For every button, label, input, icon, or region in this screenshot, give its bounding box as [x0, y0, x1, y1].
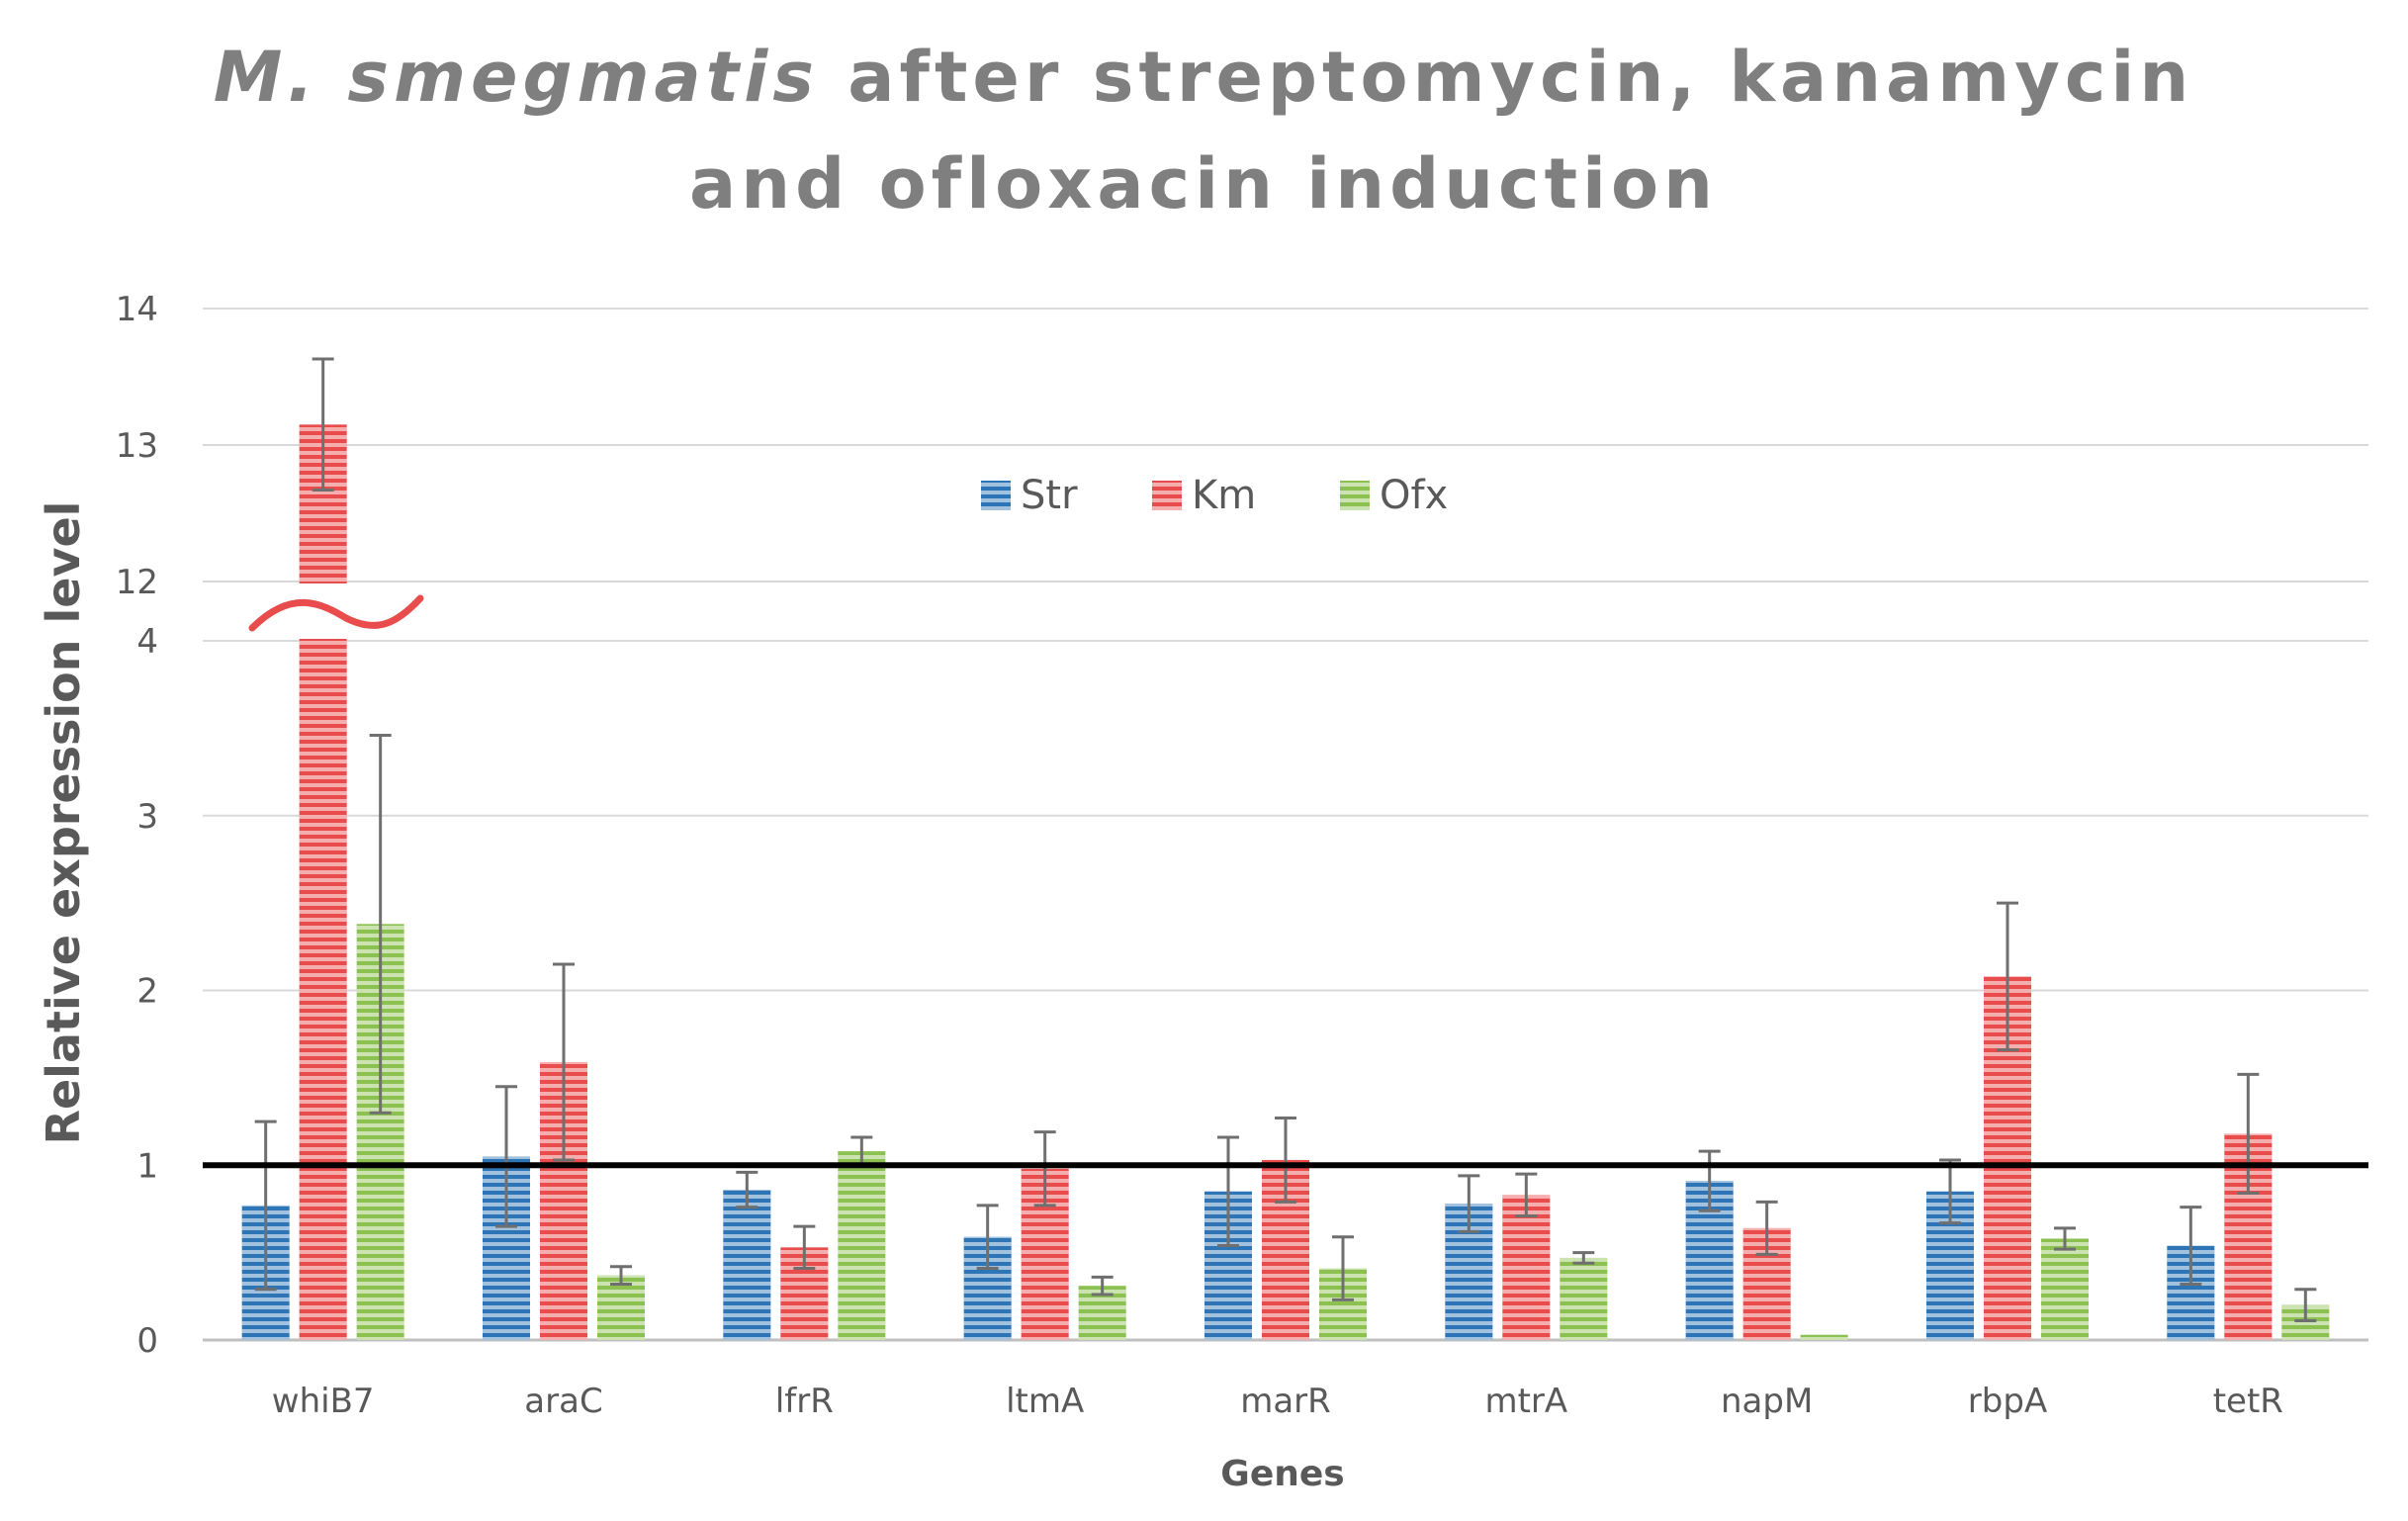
legend-label: Km	[1192, 473, 1256, 518]
y-tick-label: 14	[116, 290, 158, 329]
bar-stripes	[1560, 1257, 1608, 1340]
bar-stripes	[597, 1275, 645, 1340]
y-tick-label: 0	[136, 1321, 158, 1361]
chart-title-line2: and ofloxacin induction	[689, 143, 1718, 224]
x-tick-label: napM	[1721, 1382, 1813, 1421]
x-tick-label: lfrR	[775, 1382, 834, 1421]
legend-swatch-stripes	[1152, 481, 1182, 510]
legend-item-str: Str	[981, 473, 1078, 518]
chart-title-rest: after streptomycin, kanamycin	[847, 37, 2193, 118]
x-tick-label: tetR	[2213, 1382, 2283, 1421]
bar-stripes	[1800, 1334, 1848, 1340]
axis-break	[248, 583, 424, 639]
chart-title-line1: M. smegmatis after streptomycin, kanamyc…	[214, 37, 2193, 118]
x-tick-label: marR	[1240, 1382, 1331, 1421]
x-tick-label: rbpA	[1968, 1382, 2047, 1421]
y-tick-label: 3	[136, 797, 158, 837]
legend-label: Ofx	[1380, 473, 1448, 518]
legend-swatch-stripes	[1340, 481, 1370, 510]
x-axis-ticks: whiB7 araC lfrR ltmA marR mtrA napM rbpA tetR	[272, 1382, 2283, 1421]
x-tick-label: whiB7	[272, 1382, 375, 1421]
error-bars	[254, 357, 2317, 1323]
legend-item-ofx: Ofx	[1340, 473, 1448, 518]
bar-stripes	[838, 1151, 886, 1340]
y-axis-title: Relative expression level	[37, 501, 90, 1145]
chart-title-italic: M. smegmatis	[214, 37, 819, 118]
bar-stripes	[723, 1189, 771, 1340]
bar-stripes	[299, 424, 347, 1340]
legend: Str Km Ofx	[981, 473, 1448, 518]
legend-item-km: Km	[1152, 473, 1256, 518]
y-tick-label: 2	[136, 972, 158, 1012]
legend-label: Str	[1021, 473, 1078, 518]
y-tick-label: 4	[136, 622, 158, 662]
axis-break-squiggle	[248, 594, 424, 632]
x-tick-label: ltmA	[1006, 1382, 1084, 1421]
y-tick-label: 13	[116, 426, 158, 466]
bar-stripes	[1502, 1195, 1551, 1340]
bar-stripes	[2041, 1238, 2089, 1340]
legend-swatch-stripes	[981, 481, 1011, 510]
y-tick-label: 1	[136, 1146, 158, 1186]
x-tick-label: araC	[524, 1382, 602, 1421]
x-axis-title: Genes	[1220, 1454, 1344, 1494]
y-tick-label: 12	[116, 563, 158, 602]
x-tick-label: mtrA	[1484, 1382, 1567, 1421]
